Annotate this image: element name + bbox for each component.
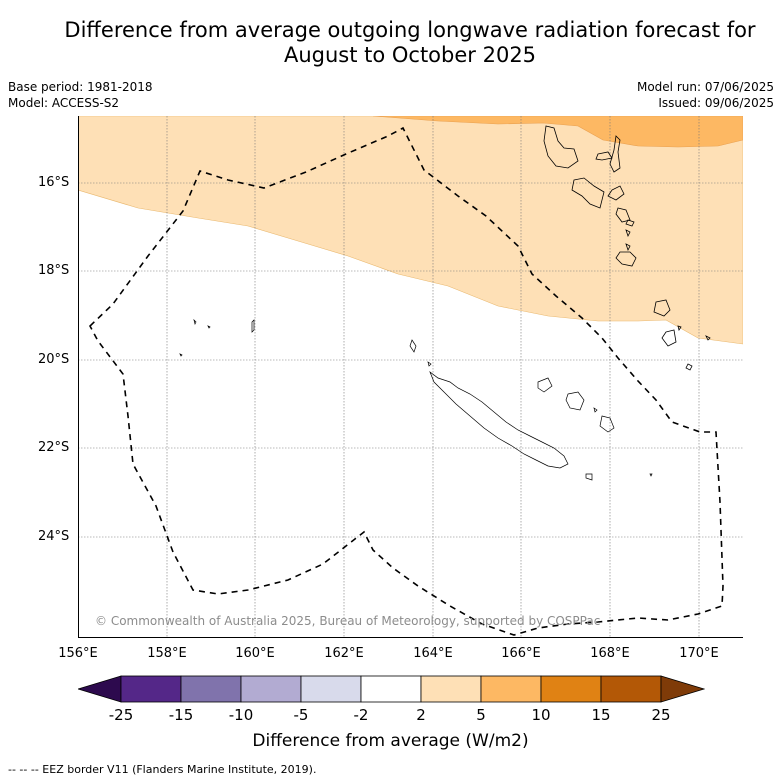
colorbar-tick: 10 <box>531 706 551 724</box>
lon-label-160e: 160°E <box>235 646 275 661</box>
map-plot <box>78 116 743 638</box>
colorbar-extend-low <box>78 675 122 703</box>
colorbar-extend-high <box>660 675 705 703</box>
lat-label-18s: 18°S <box>38 263 70 278</box>
coral-sea-reefs <box>179 318 255 357</box>
model-name: Model: ACCESS-S2 <box>8 96 120 110</box>
issued-date: Issued: 09/06/2025 <box>658 96 774 110</box>
colorbar-tick: 5 <box>476 706 486 724</box>
lon-label-158e: 158°E <box>147 646 187 661</box>
lon-label-156e: 156°E <box>58 646 98 661</box>
colorbar-tick: 25 <box>651 706 671 724</box>
anomaly-region-2-5 <box>78 116 743 345</box>
metadata-right: Model run: 07/06/2025 Issued: 09/06/2025 <box>637 79 774 111</box>
lon-label-164e: 164°E <box>413 646 453 661</box>
lat-label-22s: 22°S <box>38 440 70 455</box>
lon-label-168e: 168°E <box>590 646 630 661</box>
colorbar-bin-neg10-neg5 <box>240 675 302 703</box>
gridlines <box>78 116 743 638</box>
colorbar-tick: -2 <box>353 706 369 724</box>
colorbar-bin-10-15 <box>540 675 602 703</box>
colorbar-bin-15-25 <box>600 675 662 703</box>
lat-label-24s: 24°S <box>38 529 70 544</box>
base-period: Base period: 1981-2018 <box>8 80 153 94</box>
copyright-credit: © Commonwealth of Australia 2025, Bureau… <box>95 614 601 628</box>
colorbar-tick: -10 <box>228 706 254 724</box>
colorbar <box>78 675 705 703</box>
colorbar-bin-5-10 <box>480 675 542 703</box>
colorbar-bin-neg25-neg15 <box>120 675 182 703</box>
colorbar-bin-neg2-2 <box>360 675 422 703</box>
lat-label-20s: 20°S <box>38 352 70 367</box>
title-line-2: August to October 2025 <box>283 43 537 67</box>
title-line-1: Difference from average outgoing longwav… <box>64 18 756 42</box>
colorbar-bin-2-5 <box>420 675 482 703</box>
new-caledonia-islands <box>409 339 653 481</box>
vanuatu-islands <box>543 125 711 371</box>
colorbar-bin-neg15-neg10 <box>180 675 242 703</box>
anomaly-region-5-10 <box>372 116 743 148</box>
lon-label-166e: 166°E <box>501 646 541 661</box>
model-run: Model run: 07/06/2025 <box>636 80 774 94</box>
colorbar-bin-neg5-neg2 <box>300 675 362 703</box>
lat-label-16s: 16°S <box>38 175 70 190</box>
eez-footnote: -- -- -- EEZ border V11 (Flanders Marine… <box>8 763 317 776</box>
colorbar-tick: -15 <box>168 706 194 724</box>
lon-label-170e: 170°E <box>679 646 719 661</box>
map-svg <box>78 116 743 638</box>
colorbar-tick: 2 <box>416 706 426 724</box>
metadata-left: Base period: 1981-2018 Model: ACCESS-S2 <box>8 79 153 111</box>
colorbar-label: Difference from average (W/m2) <box>252 731 529 751</box>
map-title: Difference from average outgoing longwav… <box>40 18 780 68</box>
lon-label-162e: 162°E <box>324 646 364 661</box>
colorbar-tick: -5 <box>293 706 309 724</box>
colorbar-tick: -25 <box>108 706 134 724</box>
eez-border <box>89 126 724 636</box>
colorbar-tick: 15 <box>591 706 611 724</box>
